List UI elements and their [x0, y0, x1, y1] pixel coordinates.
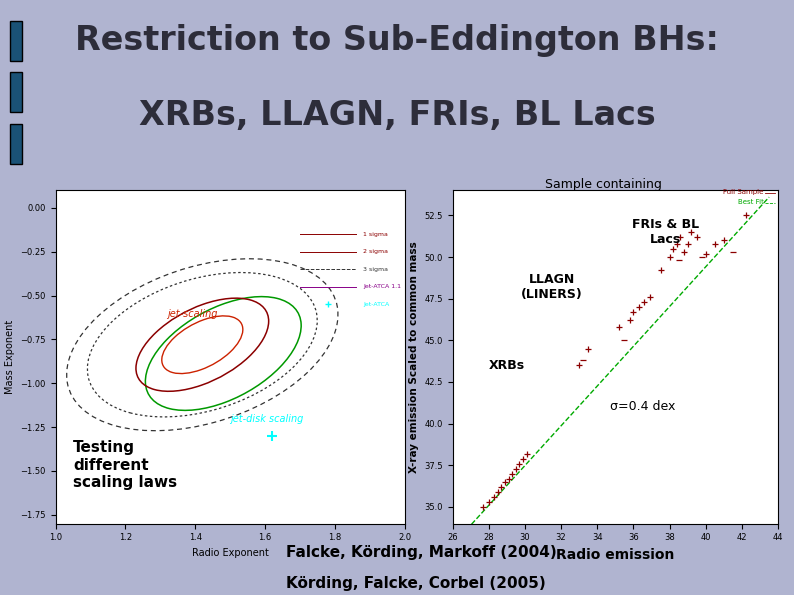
Text: 1 sigma: 1 sigma [363, 231, 388, 237]
Text: XRBs: XRBs [489, 359, 525, 372]
Text: jet-disk scaling: jet-disk scaling [230, 414, 303, 424]
Text: Jet-ATCA: Jet-ATCA [363, 302, 389, 307]
Text: Sample containing
only Low-State AGNs: Sample containing only Low-State AGNs [538, 178, 669, 206]
Text: 2 sigma: 2 sigma [363, 249, 388, 254]
Text: Jet-ATCA 1.1: Jet-ATCA 1.1 [363, 284, 401, 289]
FancyBboxPatch shape [10, 21, 22, 61]
Text: Körding, Falcke, Corbel (2005): Körding, Falcke, Corbel (2005) [286, 575, 545, 591]
Y-axis label: X-ray emission Scaled to common mass: X-ray emission Scaled to common mass [409, 241, 418, 473]
Text: 3 sigma: 3 sigma [363, 267, 388, 272]
X-axis label: Radio Exponent: Radio Exponent [192, 548, 268, 558]
Text: jet-scaling: jet-scaling [168, 309, 218, 319]
X-axis label: Radio emission: Radio emission [556, 548, 675, 562]
Text: XRBs, LLAGN, FRIs, BL Lacs: XRBs, LLAGN, FRIs, BL Lacs [139, 99, 655, 132]
Text: LLAGN
(LINERS): LLAGN (LINERS) [521, 273, 583, 301]
FancyBboxPatch shape [10, 72, 22, 112]
Text: Best Fit: Best Fit [738, 199, 764, 205]
Text: FRIs & BL
Lacs: FRIs & BL Lacs [633, 218, 700, 246]
Text: Restriction to Sub-Eddington BHs:: Restriction to Sub-Eddington BHs: [75, 24, 719, 57]
Text: Full Sample: Full Sample [723, 189, 764, 195]
Text: σ=0.4 dex: σ=0.4 dex [610, 400, 675, 414]
Y-axis label: Mass Exponent: Mass Exponent [5, 320, 15, 394]
Text: Falcke, Körding, Markoff (2004): Falcke, Körding, Markoff (2004) [286, 545, 557, 560]
Text: Testing
different
scaling laws: Testing different scaling laws [73, 440, 177, 490]
FancyBboxPatch shape [10, 124, 22, 164]
